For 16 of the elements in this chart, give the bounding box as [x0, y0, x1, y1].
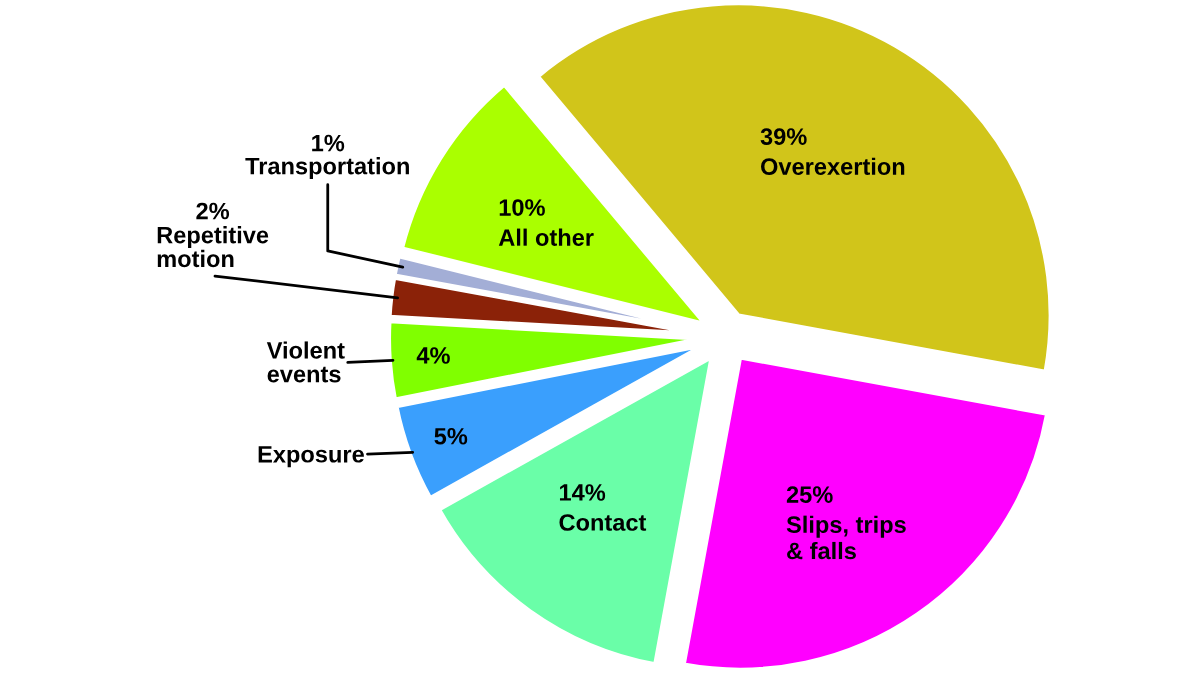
data-label: 14%	[559, 484, 606, 501]
data-label: 4%	[416, 347, 450, 364]
data-label: 5%	[434, 427, 468, 445]
data-label: 1%	[312, 134, 345, 152]
slice-label: All other	[498, 228, 594, 246]
data-label: 39%	[760, 128, 807, 145]
slice-label: Repetitive motion	[157, 226, 269, 268]
slice-label: Violent events	[266, 341, 345, 383]
slice-label: Slips, trips & falls	[786, 515, 906, 560]
data-label: 2%	[196, 202, 230, 220]
data-label: 10%	[499, 199, 545, 216]
slice-label: Exposure	[258, 446, 364, 468]
slice-label: Contact	[559, 514, 647, 531]
slice-label: Transportation	[245, 157, 409, 180]
data-label: 25%	[786, 486, 833, 503]
slice-label: Overexertion	[761, 157, 905, 175]
